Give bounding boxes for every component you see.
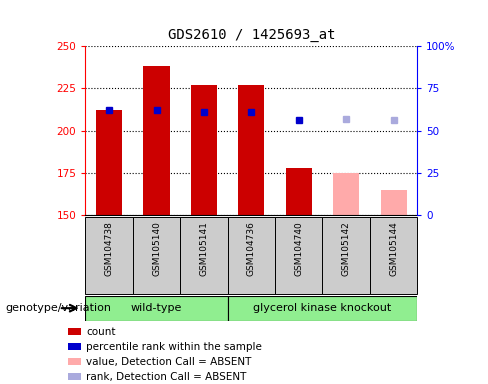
- Bar: [68, 358, 81, 365]
- Bar: [333, 173, 359, 215]
- Bar: [370, 217, 417, 294]
- Text: GSM105141: GSM105141: [200, 221, 208, 276]
- Bar: [133, 217, 180, 294]
- Bar: [85, 296, 227, 321]
- Text: GSM104736: GSM104736: [247, 221, 256, 276]
- Text: genotype/variation: genotype/variation: [5, 303, 111, 313]
- Text: value, Detection Call = ABSENT: value, Detection Call = ABSENT: [86, 357, 251, 367]
- Text: GSM105142: GSM105142: [342, 221, 351, 276]
- Title: GDS2610 / 1425693_at: GDS2610 / 1425693_at: [167, 28, 335, 42]
- Bar: [323, 217, 370, 294]
- Bar: [227, 296, 417, 321]
- Text: percentile rank within the sample: percentile rank within the sample: [86, 342, 262, 352]
- Bar: [180, 217, 227, 294]
- Bar: [68, 343, 81, 350]
- Text: wild-type: wild-type: [131, 303, 182, 313]
- Bar: [275, 217, 323, 294]
- Bar: [191, 85, 217, 215]
- Text: GSM104738: GSM104738: [104, 221, 114, 276]
- Text: GSM105140: GSM105140: [152, 221, 161, 276]
- Bar: [238, 85, 264, 215]
- Bar: [143, 66, 169, 215]
- Bar: [85, 217, 133, 294]
- Text: rank, Detection Call = ABSENT: rank, Detection Call = ABSENT: [86, 372, 246, 382]
- Bar: [96, 110, 122, 215]
- Bar: [227, 217, 275, 294]
- Bar: [68, 328, 81, 336]
- Bar: [381, 190, 407, 215]
- Bar: [285, 168, 312, 215]
- Bar: [68, 373, 81, 380]
- Text: glycerol kinase knockout: glycerol kinase knockout: [253, 303, 391, 313]
- Text: GSM104740: GSM104740: [294, 221, 303, 276]
- Text: count: count: [86, 327, 116, 337]
- Text: GSM105144: GSM105144: [389, 221, 398, 276]
